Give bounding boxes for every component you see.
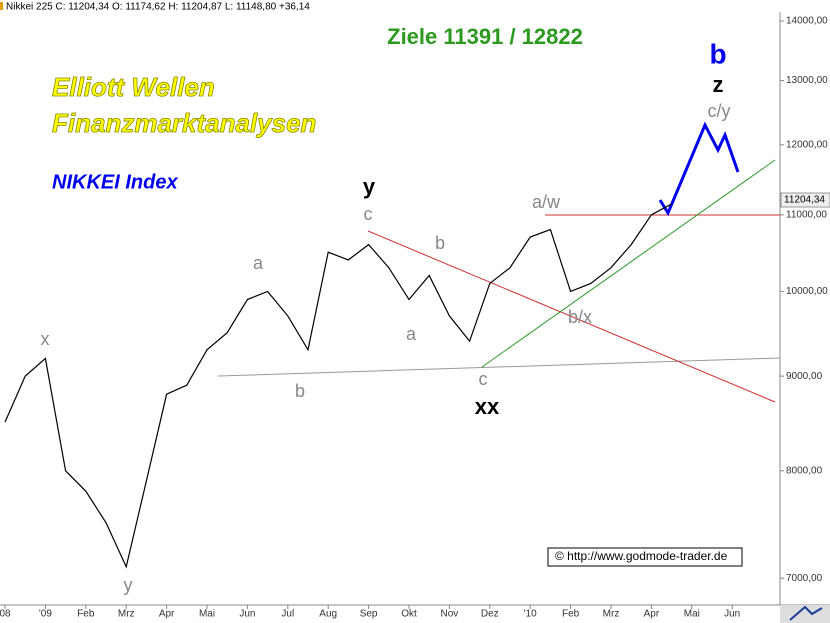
chart-title: Ziele 11391 / 12822 <box>387 24 583 49</box>
wave-label: b/x <box>568 307 592 327</box>
wave-label: y <box>124 575 133 595</box>
x-tick-label: '10 <box>524 609 537 620</box>
wave-label: c <box>479 369 488 389</box>
trend-line <box>481 159 776 368</box>
y-tick-label: 8000,00 <box>786 465 823 476</box>
x-tick-label: Aug <box>319 609 337 620</box>
copyright: © http://www.godmode-trader.de <box>555 549 728 563</box>
x-tick-label: Feb <box>562 609 580 620</box>
last-price-box <box>780 192 830 208</box>
corner-icon <box>789 605 823 621</box>
wave-label: a <box>406 324 417 344</box>
x-tick-label: Jun <box>724 609 740 620</box>
wave-label: b <box>709 38 726 69</box>
x-tick-label: 08 <box>0 609 11 620</box>
header: Nikkei 225 C: 11204,34 O: 11174,62 H: 11… <box>6 2 310 13</box>
x-tick-label: Apr <box>159 609 175 620</box>
x-tick-label: Feb <box>77 609 95 620</box>
x-tick-label: Mrz <box>118 609 135 620</box>
trend-line <box>367 230 776 403</box>
x-tick-label: Mai <box>199 609 215 620</box>
header-bar <box>0 0 830 12</box>
x-tick-label: Jun <box>239 609 255 620</box>
x-tick-label: Mrz <box>603 609 620 620</box>
subtitle: Elliott Wellen <box>52 72 215 102</box>
y-tick-label: 10000,00 <box>786 286 828 297</box>
y-tick-label: 11000,00 <box>786 209 827 220</box>
wave-label: y <box>363 174 376 199</box>
x-tick-label: Okt <box>401 609 417 620</box>
trend-line <box>217 357 781 377</box>
x-tick-label: Dez <box>481 609 499 620</box>
wave-label: a/w <box>532 192 561 212</box>
price-line <box>4 203 672 569</box>
wave-label: xx <box>475 394 500 419</box>
x-tick-label: Apr <box>644 609 660 620</box>
x-tick-label: Mai <box>684 609 700 620</box>
y-tick-label: 7000,00 <box>786 573 823 584</box>
wave-label: x <box>41 329 50 349</box>
wave-label: a <box>253 253 264 273</box>
y-tick-label: 12000,00 <box>786 140 828 151</box>
projection <box>658 121 740 217</box>
y-tick-label: 13000,00 <box>786 75 828 86</box>
wave-label: z <box>713 72 724 97</box>
wave-label: b <box>435 233 445 253</box>
y-tick-label: 9000,00 <box>786 371 823 382</box>
copyright-box <box>547 547 743 567</box>
x-tick-label: Sep <box>360 609 378 620</box>
header-icon <box>0 2 3 10</box>
x-tick-label: Nov <box>441 609 459 620</box>
wave-label: c <box>364 204 373 224</box>
subtitle: Finanzmarktanalysen <box>52 108 316 138</box>
x-tick-label: Jul <box>281 609 294 620</box>
wave-label: c/y <box>707 101 730 121</box>
x-tick-label: '09 <box>39 609 52 620</box>
y-tick-label: 14000,00 <box>786 16 828 27</box>
wave-label: b <box>295 381 305 401</box>
last-price-label: 11204,34 <box>784 195 825 206</box>
index-label: NIKKEI Index <box>52 171 178 193</box>
